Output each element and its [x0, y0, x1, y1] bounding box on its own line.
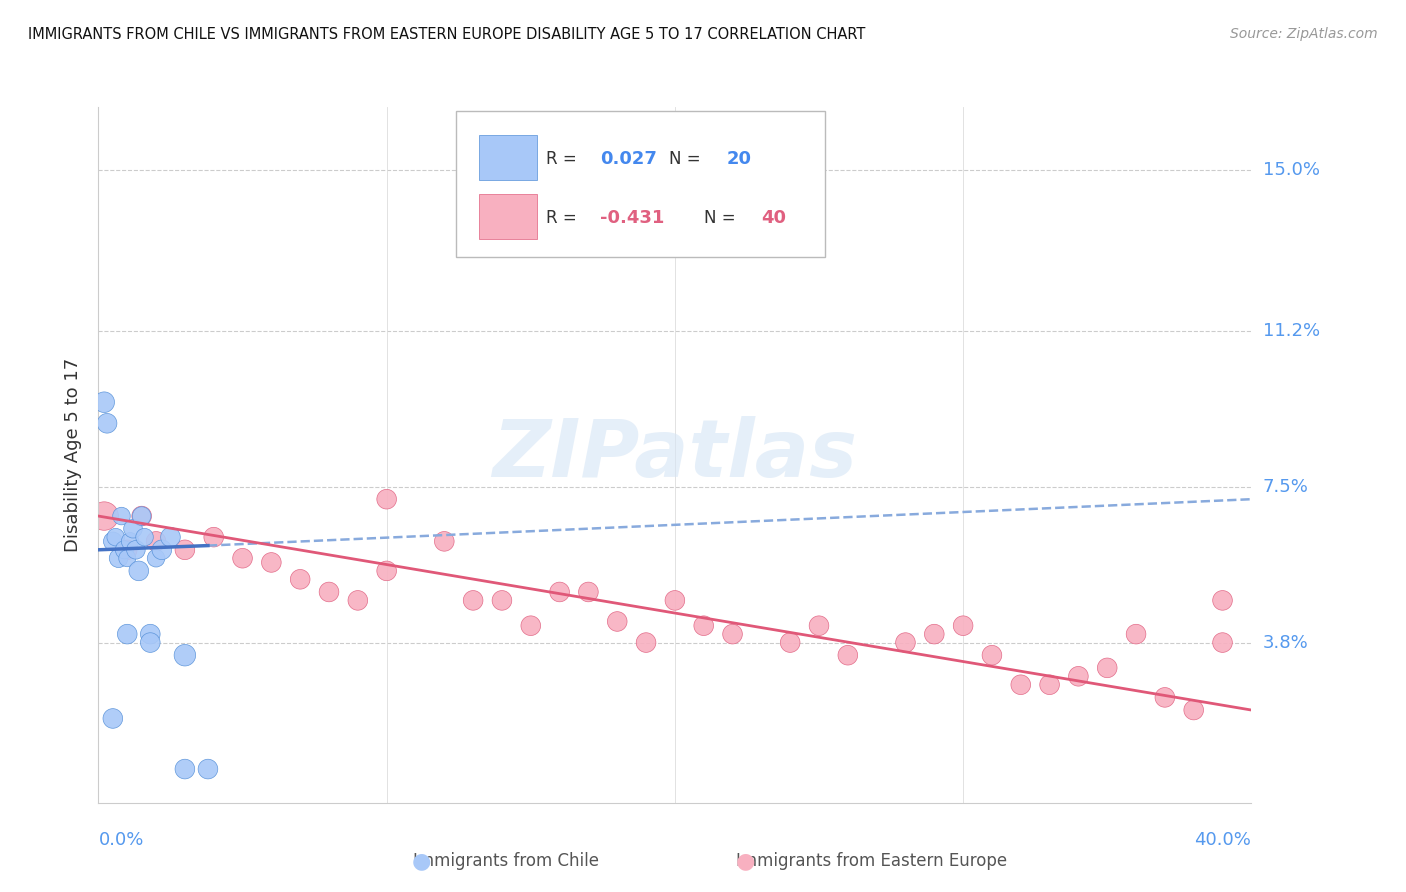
- Point: [107, 551, 129, 566]
- Point: [202, 530, 225, 544]
- Point: [174, 648, 197, 663]
- Point: [491, 593, 513, 607]
- Point: [231, 551, 254, 566]
- Text: Immigrants from Chile: Immigrants from Chile: [413, 852, 599, 870]
- Point: [197, 762, 219, 776]
- Point: [139, 627, 162, 641]
- Point: [159, 530, 181, 544]
- Point: [131, 509, 153, 524]
- Text: 3.8%: 3.8%: [1263, 633, 1309, 651]
- Text: N =: N =: [669, 150, 700, 169]
- Text: R =: R =: [546, 150, 576, 169]
- Text: ●: ●: [735, 851, 755, 871]
- Point: [1097, 661, 1119, 675]
- Point: [318, 585, 340, 599]
- Point: [807, 618, 830, 632]
- Point: [981, 648, 1004, 663]
- Point: [952, 618, 974, 632]
- Text: N =: N =: [704, 210, 735, 227]
- Point: [1038, 678, 1062, 692]
- Point: [290, 572, 312, 586]
- Point: [145, 551, 167, 566]
- FancyBboxPatch shape: [479, 135, 537, 180]
- Point: [117, 542, 138, 557]
- Point: [375, 564, 398, 578]
- Point: [101, 711, 124, 725]
- Point: [120, 534, 142, 549]
- Text: Immigrants from Eastern Europe: Immigrants from Eastern Europe: [737, 852, 1007, 870]
- Point: [837, 648, 859, 663]
- Text: ZIPatlas: ZIPatlas: [492, 416, 858, 494]
- Point: [104, 530, 127, 544]
- Point: [721, 627, 744, 641]
- Text: IMMIGRANTS FROM CHILE VS IMMIGRANTS FROM EASTERN EUROPE DISABILITY AGE 5 TO 17 C: IMMIGRANTS FROM CHILE VS IMMIGRANTS FROM…: [28, 27, 866, 42]
- Point: [1182, 703, 1205, 717]
- Point: [1010, 678, 1032, 692]
- Point: [1153, 690, 1175, 705]
- Point: [110, 509, 132, 524]
- Point: [922, 627, 945, 641]
- Text: 40: 40: [762, 210, 786, 227]
- Point: [693, 618, 716, 632]
- Point: [131, 509, 153, 524]
- Text: 40.0%: 40.0%: [1195, 830, 1251, 848]
- Point: [101, 534, 124, 549]
- Text: 0.0%: 0.0%: [98, 830, 143, 848]
- Point: [1212, 635, 1234, 649]
- Point: [96, 417, 118, 431]
- Point: [139, 635, 162, 649]
- Text: R =: R =: [546, 210, 576, 227]
- Text: 7.5%: 7.5%: [1263, 477, 1309, 496]
- Point: [174, 542, 197, 557]
- Point: [461, 593, 484, 607]
- Text: 0.027: 0.027: [600, 150, 657, 169]
- Point: [606, 615, 628, 629]
- Point: [117, 627, 138, 641]
- Point: [520, 618, 543, 632]
- Point: [375, 492, 398, 507]
- Point: [134, 530, 156, 544]
- Text: 11.2%: 11.2%: [1263, 321, 1320, 340]
- Point: [260, 556, 283, 570]
- Point: [548, 585, 571, 599]
- Point: [894, 635, 917, 649]
- Point: [346, 593, 368, 607]
- Text: -0.431: -0.431: [600, 210, 664, 227]
- Point: [125, 542, 148, 557]
- Point: [150, 542, 173, 557]
- Point: [112, 542, 135, 557]
- Point: [174, 762, 197, 776]
- Text: 20: 20: [727, 150, 752, 169]
- Point: [636, 635, 658, 649]
- Point: [664, 593, 686, 607]
- Point: [93, 395, 115, 409]
- FancyBboxPatch shape: [456, 111, 825, 257]
- Point: [117, 551, 138, 566]
- Point: [145, 534, 167, 549]
- Point: [93, 509, 115, 524]
- Point: [122, 522, 145, 536]
- Text: Source: ZipAtlas.com: Source: ZipAtlas.com: [1230, 27, 1378, 41]
- Point: [1125, 627, 1147, 641]
- Text: ●: ●: [412, 851, 432, 871]
- Point: [433, 534, 456, 549]
- FancyBboxPatch shape: [479, 194, 537, 239]
- Point: [578, 585, 600, 599]
- Point: [779, 635, 801, 649]
- Text: 15.0%: 15.0%: [1263, 161, 1320, 179]
- Point: [128, 564, 150, 578]
- Point: [1212, 593, 1234, 607]
- Point: [1067, 669, 1090, 683]
- Y-axis label: Disability Age 5 to 17: Disability Age 5 to 17: [65, 358, 83, 552]
